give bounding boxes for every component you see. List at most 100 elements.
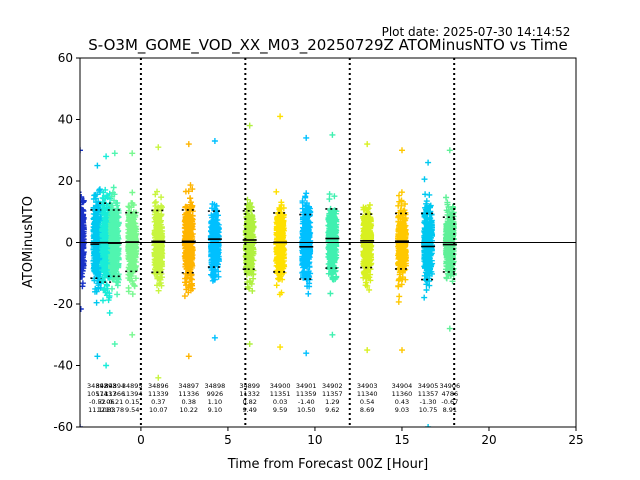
bin-stat-value: 34899	[239, 382, 260, 390]
bin-stat-value: 1.10	[208, 398, 222, 406]
bin-stat-value: 11351	[270, 390, 291, 398]
bin-stats-9: 34900 11351 0.03 9.59	[270, 382, 291, 414]
data-column-3	[107, 150, 122, 347]
bin-stats-11: 34902 11357 1.29 9.62	[322, 382, 343, 414]
bin-stat-value: 34904	[392, 382, 413, 390]
bin-stats-14: 34905 11357 -1.30 10.75	[418, 382, 439, 414]
data-column-14	[421, 159, 436, 427]
bin-stats-13: 34904 11360 0.43 9.03	[392, 382, 413, 414]
data-points	[325, 131, 340, 338]
bin-stat-value: 11357	[418, 390, 439, 398]
bin-stat-value: 34901	[296, 382, 317, 390]
bin-stat-value: 9926	[207, 390, 224, 398]
bin-stats-8: 34899 11332 0.82 9.49	[239, 382, 260, 414]
bin-stat-value: 34906	[439, 382, 460, 390]
data-points	[107, 150, 122, 347]
data-column-13	[394, 147, 409, 354]
x-tick-label: 0	[137, 433, 145, 447]
data-column-10	[299, 134, 314, 357]
bin-stat-value: 1.29	[325, 398, 339, 406]
bin-stat-value: 34895	[122, 382, 143, 390]
bin-stat-value: 0.38	[182, 398, 196, 406]
bin-stat-value: 34898	[205, 382, 226, 390]
data-points	[125, 150, 140, 338]
data-points	[360, 141, 375, 354]
x-tick-label: 10	[307, 433, 322, 447]
bin-stat-value: 34903	[357, 382, 378, 390]
bin-stats-5: 34896 11339 0.37 10.07	[148, 382, 169, 414]
bin-stat-value: 8.91	[443, 406, 457, 414]
bin-stat-value: 10.50	[297, 406, 316, 414]
data-points	[207, 138, 222, 341]
data-column-12	[360, 141, 375, 354]
data-column-5	[151, 144, 166, 381]
bin-stat-value: -0.06	[98, 398, 115, 406]
bin-stat-value: 34905	[418, 382, 439, 390]
y-tick-label: 20	[58, 174, 73, 188]
bin-stat-value: 9.49	[242, 406, 256, 414]
bin-stat-value: 9.54	[125, 406, 139, 414]
bin-stats-4: 34895 11394 0.15 9.54	[122, 382, 143, 414]
bin-stat-value: 11337	[96, 390, 117, 398]
data-column-11	[325, 131, 340, 338]
data-column-6	[181, 141, 196, 360]
x-tick-label: 15	[394, 433, 409, 447]
data-points	[395, 147, 409, 354]
bin-stats-2: 34893 11337 -0.06 12.83	[96, 382, 117, 414]
bin-stat-value: 0.43	[395, 398, 409, 406]
data-column-9	[273, 113, 288, 351]
bin-stat-value: 11340	[357, 390, 378, 398]
bin-stats-1: 34892 10574 -0.52 11.10	[87, 382, 108, 414]
bin-stat-value: 11366	[104, 390, 125, 398]
bin-stat-value: 11359	[296, 390, 317, 398]
bin-stats-6: 34897 11336 0.38 10.22	[178, 382, 199, 414]
y-tick-label: 0	[65, 236, 73, 250]
bin-stats-15: 34906 4786 -0.67 8.91	[439, 382, 460, 414]
bin-stat-value: 34896	[148, 382, 169, 390]
x-tick-label: 5	[224, 433, 232, 447]
bin-stat-value: 10574	[87, 390, 108, 398]
y-tick-label: -60	[53, 420, 73, 434]
y-tick-label: 40	[58, 113, 73, 127]
bin-stat-value: 0.03	[273, 398, 287, 406]
bin-stat-value: 34894	[104, 382, 125, 390]
bin-stat-value: 0.37	[151, 398, 165, 406]
data-points	[299, 134, 314, 357]
bin-stat-value: 11332	[239, 390, 260, 398]
bin-stats-7: 34898 9926 1.10 9.10	[205, 382, 226, 414]
bin-stat-value: 9.10	[208, 406, 222, 414]
bin-stat-value: 9.03	[395, 406, 409, 414]
y-axis-label: ATOMinusNTO	[21, 196, 36, 288]
data-points	[421, 159, 436, 427]
plot-date: Plot date: 2025-07-30 14:14:52	[382, 25, 571, 39]
bin-stat-value: 4786	[442, 390, 459, 398]
bin-stat-value: 11394	[122, 390, 143, 398]
x-tick-label: 20	[481, 433, 496, 447]
data-points	[242, 122, 257, 347]
bin-stat-value: 34902	[322, 382, 343, 390]
bin-stat-value: -0.67	[441, 398, 458, 406]
y-tick-label: 60	[58, 51, 73, 65]
bin-stat-value: 11339	[148, 390, 169, 398]
bin-stat-value: -0.52	[89, 398, 106, 406]
bin-stat-value: 34892	[87, 382, 108, 390]
bin-stats-10: 34901 11359 -1.40 10.50	[296, 382, 317, 414]
bin-stat-value: 9.59	[273, 406, 287, 414]
chart-title: S-O3M_GOME_VOD_XX_M03_20250729Z ATOMinus…	[88, 36, 567, 55]
bin-stat-value: 10.07	[149, 406, 168, 414]
y-tick-label: -40	[53, 359, 73, 373]
bin-stat-value: 8.69	[360, 406, 374, 414]
bin-stat-value: 12.83	[97, 406, 116, 414]
bin-stat-value: 10.75	[419, 406, 438, 414]
bin-stat-value: 0.54	[360, 398, 374, 406]
bin-stat-value: 11357	[322, 390, 343, 398]
bin-stat-value: 11.10	[88, 406, 107, 414]
bin-stats-12: 34903 11340 0.54 8.69	[357, 382, 378, 414]
data-points	[181, 141, 196, 360]
bin-stat-value: 34893	[96, 382, 117, 390]
data-column-8	[242, 122, 257, 347]
bin-stat-value: -1.40	[298, 398, 315, 406]
bin-stat-value: 34900	[270, 382, 291, 390]
bin-stat-value: 10.78	[106, 406, 125, 414]
